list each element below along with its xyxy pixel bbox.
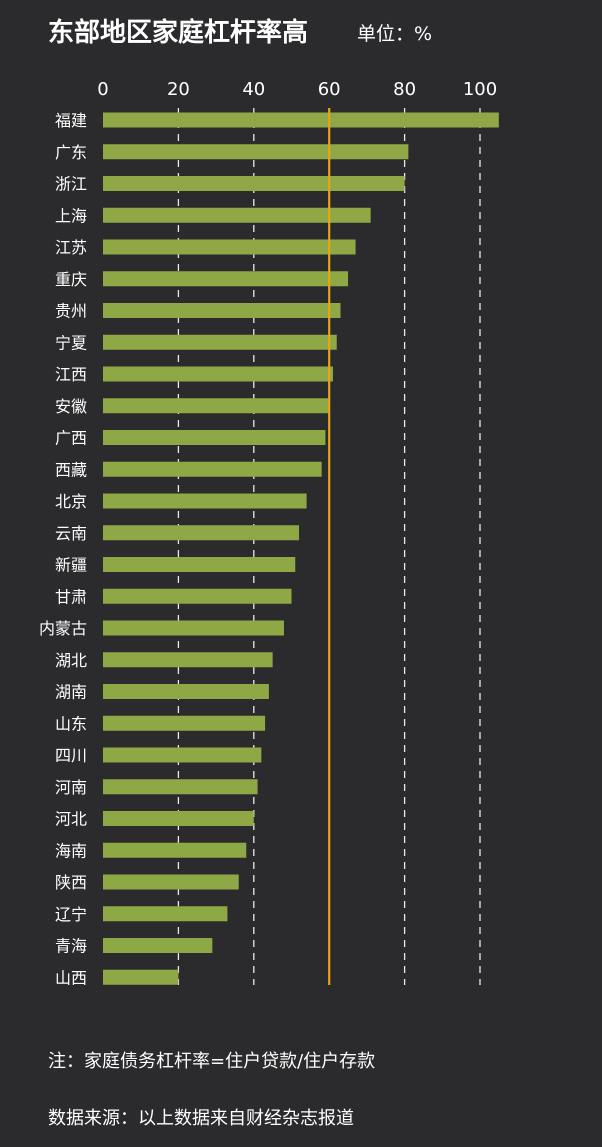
category-label: 江苏 [55, 238, 87, 257]
category-label: 安徽 [55, 397, 87, 416]
bar [103, 207, 371, 223]
category-label: 四川 [55, 746, 87, 765]
bar [103, 684, 269, 699]
bar [103, 461, 322, 477]
category-label: 云南 [55, 524, 87, 543]
category-label: 重庆 [55, 270, 87, 289]
bar [103, 430, 326, 445]
category-label: 河北 [55, 810, 87, 829]
bar [103, 525, 300, 541]
category-label: 浙江 [55, 175, 87, 194]
bar [103, 969, 179, 985]
category-label: 山西 [55, 968, 87, 987]
x-tick-label: 80 [393, 79, 416, 100]
bar [103, 588, 292, 604]
x-tick-label: 40 [242, 79, 265, 100]
category-label: 广西 [55, 429, 87, 448]
bar [103, 334, 337, 350]
unit-label: 单位：% [357, 23, 433, 45]
bar-chart: 0 20 40 60 80 100 福建广东浙江上海江苏重庆贵州宁夏江西安徽广西西藏北京云南… [39, 79, 499, 987]
bar [103, 144, 409, 160]
bar [103, 874, 239, 890]
category-label: 西藏 [55, 460, 87, 479]
category-label: 北京 [55, 492, 87, 511]
bar [103, 176, 405, 191]
category-label: 山东 [55, 714, 87, 733]
bar [103, 811, 254, 826]
category-label: 江西 [55, 365, 87, 384]
x-tick-label: 100 [463, 79, 497, 100]
category-label: 海南 [55, 841, 87, 860]
bar [103, 366, 333, 382]
category-label: 湖北 [55, 651, 87, 670]
bar [103, 906, 228, 922]
category-label: 湖南 [55, 683, 87, 702]
bar [103, 303, 341, 318]
category-label: 宁夏 [55, 333, 87, 352]
category-label: 上海 [55, 206, 87, 225]
bar [103, 715, 266, 731]
bar [103, 779, 258, 795]
category-label: 福建 [55, 111, 87, 130]
data-source: 数据来源：以上数据来自财经杂志报道 [48, 1108, 354, 1129]
bar [103, 842, 247, 858]
category-label: 甘肃 [55, 587, 87, 606]
chart-title: 东部地区家庭杠杆率高 [48, 18, 309, 48]
category-label: 广东 [55, 143, 87, 162]
x-tick-label: 20 [167, 79, 190, 100]
bar [103, 271, 349, 287]
category-label: 新疆 [55, 556, 87, 575]
bar [103, 239, 356, 255]
category-label: 内蒙古 [39, 619, 87, 638]
bar [103, 398, 330, 414]
bar [103, 620, 284, 636]
category-label: 河南 [55, 778, 87, 797]
bar [103, 652, 273, 668]
bar [103, 747, 262, 763]
x-tick-label: 60 [318, 79, 341, 100]
category-label: 辽宁 [55, 905, 87, 924]
bar [103, 112, 499, 128]
category-label: 青海 [55, 937, 87, 956]
category-label: 陕西 [55, 873, 87, 892]
category-label: 贵州 [55, 302, 87, 321]
x-tick-label: 0 [97, 79, 108, 100]
footnote: 注：家庭债务杠杆率=住户贷款/住户存款 [48, 1051, 376, 1072]
bar [103, 493, 307, 509]
bar [103, 938, 213, 953]
bar [103, 557, 296, 572]
